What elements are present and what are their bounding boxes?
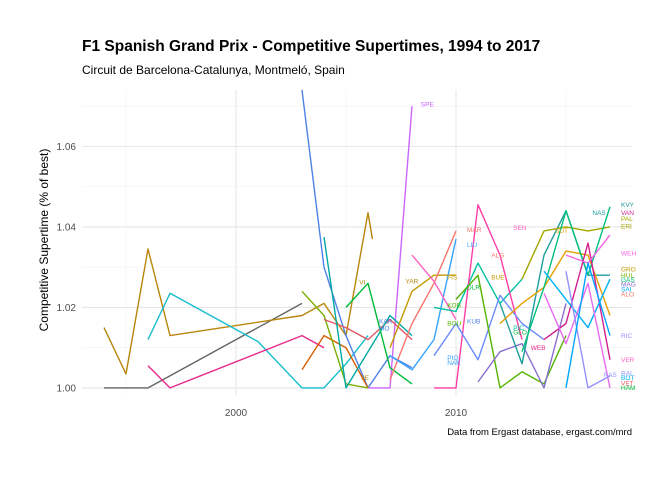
series-line-7 [301, 290, 369, 389]
series-line-14 [411, 254, 457, 320]
chart-title: F1 Spanish Grand Prix - Competitive Supe… [82, 38, 541, 55]
series-line-22 [521, 226, 611, 280]
y-axis-title: Competitive Supertime (% of best) [37, 149, 51, 332]
series-line-5 [368, 106, 413, 389]
driver-label-sen: SEN [513, 225, 527, 232]
series-line-6 [301, 334, 369, 389]
series-lines [103, 89, 611, 389]
series-line-0 [104, 302, 303, 389]
series-line-28 [565, 234, 611, 264]
driver-label-fis: FIS [447, 274, 458, 281]
driver-label-alo: ALO [621, 292, 634, 299]
series-line-27 [565, 271, 611, 389]
driver-label-ham: HAM [621, 385, 635, 392]
x-tick-label: 2010 [445, 408, 468, 419]
series-line-25 [543, 270, 611, 329]
series-line-10 [345, 282, 413, 385]
driver-label-vet: VET [621, 380, 634, 387]
driver-label-sut: SUT [555, 228, 568, 235]
driver-label-mar: MAR [467, 227, 482, 234]
driver-label-piq: PIQ [447, 355, 458, 362]
chart-subtitle: Circuit de Barcelona-Catalunya, Montmeló… [82, 63, 345, 77]
series-line-16 [434, 204, 523, 389]
driver-label-bue: BUE [491, 274, 505, 281]
series-line-29 [565, 262, 611, 389]
driver-label-pal: PAL [621, 216, 633, 223]
series-line-15 [433, 262, 523, 313]
driver-label-sai: SAI [621, 287, 632, 294]
series-line-12 [389, 230, 457, 381]
series-line-8 [323, 318, 413, 341]
series-line-23 [521, 206, 611, 352]
driver-label-liu: LIU [467, 242, 477, 249]
driver-label-pic: PIC [513, 325, 524, 332]
series-line-13 [389, 238, 457, 371]
series-line-3 [147, 334, 325, 389]
driver-label-web: WEB [531, 345, 546, 352]
chart-caption: Data from Ergast database, ergast.com/mr… [447, 427, 632, 438]
driver-label-mag: MAG [621, 282, 636, 289]
driver-label-dlr: DLR [467, 284, 480, 291]
series-line-11 [389, 274, 456, 348]
driver-label-bou: BOU [447, 321, 461, 328]
grid-lines [82, 90, 632, 396]
driver-label-mo: MO [379, 326, 389, 333]
y-tick-label: 1.04 [57, 222, 77, 233]
driver-label-ras: RAS [603, 372, 617, 379]
driver-label-kob: KOB [447, 303, 461, 310]
driver-label-rai: RAI [621, 370, 632, 377]
driver-label-nak: NAK [447, 360, 461, 367]
driver-label-spe: SPE [421, 101, 435, 108]
series-line-2 [147, 292, 369, 389]
series-line-19 [477, 303, 567, 389]
series-line-9 [323, 236, 413, 389]
driver-label-alg: ALG [491, 252, 504, 259]
driver-label-gas: GAS [621, 277, 635, 284]
y-tick-label: 1.02 [57, 303, 77, 314]
driver-label-kar: KAR [379, 319, 393, 326]
y-tick-label: 1.06 [57, 142, 77, 153]
y-tick-label: 1.00 [57, 383, 77, 394]
driver-label-van: VAN [621, 210, 634, 217]
driver-label-weh: WEH [621, 250, 636, 257]
series-line-26 [543, 282, 611, 389]
driver-label-bot: BOT [621, 375, 634, 382]
driver-label-ric: RIC [621, 333, 633, 340]
driver-label-ver: VER [621, 357, 635, 364]
driver-label-hul: HUL [621, 272, 634, 279]
driver-label-glo: GLO [513, 330, 527, 337]
driver-label-kub: KUB [467, 319, 480, 326]
driver-label-gro: GRO [621, 266, 636, 273]
driver-label-nas: NAS [592, 210, 606, 217]
series-line-17 [433, 294, 545, 361]
driver-label-eri: ERI [621, 223, 632, 230]
x-tick-label: 2000 [225, 408, 248, 419]
axis-ticks: 1.00 1.02 1.04 1.06 2000 2010 [57, 142, 468, 419]
driver-label-je: JE [361, 375, 369, 382]
driver-label-yar: YAR [405, 278, 418, 285]
driver-label-kvy: KVY [621, 202, 635, 209]
driver-label-vi: VI [359, 279, 365, 286]
series-line-1 [103, 212, 374, 375]
